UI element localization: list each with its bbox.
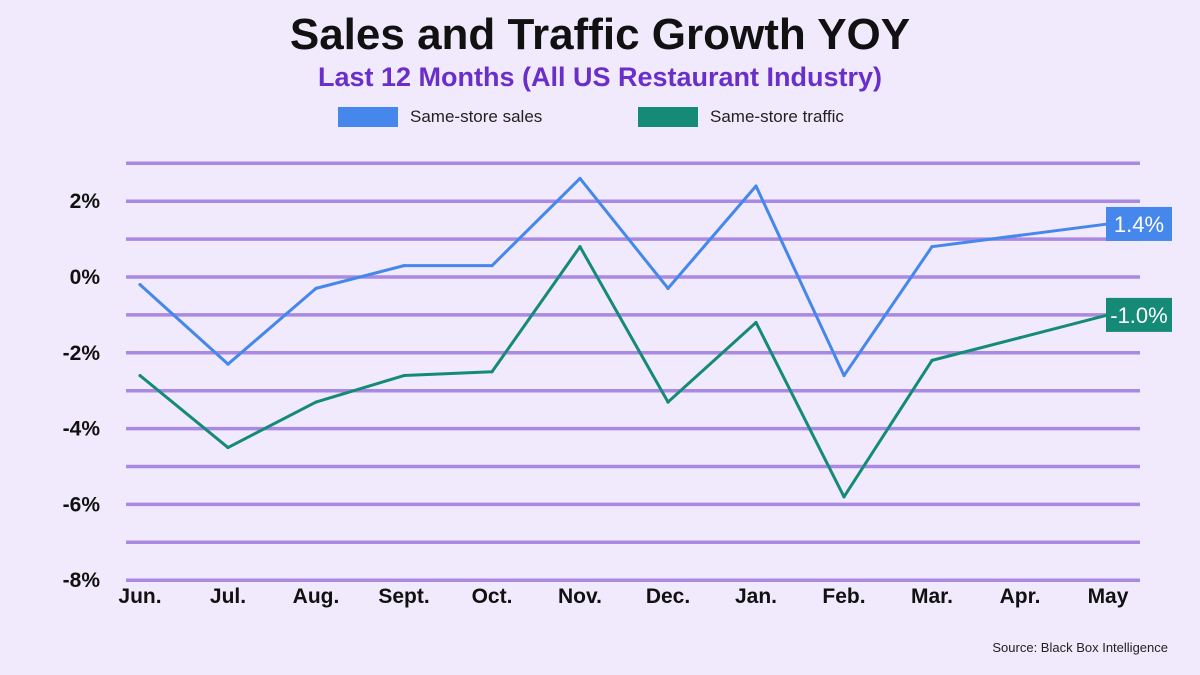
source-note: Source: Black Box Intelligence <box>992 640 1168 655</box>
legend-swatch-traffic <box>638 107 698 127</box>
y-tick-label: -2% <box>63 342 101 365</box>
x-tick-label: Jun. <box>118 585 161 608</box>
data-point-sales <box>754 184 758 188</box>
chart-subtitle: Last 12 Months (All US Restaurant Indust… <box>317 62 883 92</box>
y-tick-label: -8% <box>63 569 101 592</box>
data-point-traffic <box>1018 336 1022 340</box>
data-point-traffic <box>842 495 846 499</box>
data-point-traffic <box>578 245 582 249</box>
series-line-sales <box>138 176 1109 378</box>
data-point-traffic <box>402 373 406 378</box>
chart-title: Sales and Traffic Growth YOY <box>289 10 911 59</box>
legend-item-sales: Same-store sales <box>338 106 542 128</box>
x-tick-label: Dec. <box>646 585 690 608</box>
end-label-box-sales <box>1106 206 1172 241</box>
y-tick-label: 2% <box>70 190 101 213</box>
data-point-sales <box>138 282 142 287</box>
x-tick-label: Mar. <box>911 585 953 608</box>
x-tick-label: Aug. <box>293 585 340 608</box>
y-tick-label: -6% <box>63 493 101 516</box>
data-point-traffic <box>490 370 494 374</box>
data-point-sales <box>842 373 846 378</box>
data-point-sales <box>226 362 230 366</box>
legend-label-sales: Same-store sales <box>410 107 543 126</box>
data-point-traffic <box>138 373 142 378</box>
data-point-traffic <box>226 445 230 450</box>
data-point-sales <box>930 245 934 249</box>
legend-swatch-sales <box>338 107 398 127</box>
data-point-traffic <box>754 320 758 325</box>
x-tick-label: Feb. <box>822 585 865 608</box>
y-tick-label: -4% <box>63 418 101 441</box>
data-point-sales <box>490 264 494 268</box>
end-label-sales: 1.4% <box>1114 212 1164 237</box>
data-point-sales <box>1018 233 1022 237</box>
data-point-traffic <box>666 400 670 404</box>
grid-lines <box>126 161 1140 582</box>
legend-item-traffic: Same-store traffic <box>638 106 844 128</box>
x-tick-label: May <box>1088 585 1129 608</box>
y-tick-label: 0% <box>70 266 101 289</box>
x-tick-label: Jan. <box>735 585 777 608</box>
data-point-sales <box>666 286 670 290</box>
end-label-box-traffic <box>1106 297 1172 332</box>
data-point-sales <box>314 286 318 290</box>
data-point-traffic <box>314 400 318 404</box>
x-tick-label: Oct. <box>472 585 513 608</box>
data-point-sales <box>578 176 582 181</box>
x-tick-label: Jul. <box>210 585 246 608</box>
data-point-sales <box>402 264 406 268</box>
x-tick-label: Nov. <box>558 585 602 608</box>
legend-label-traffic: Same-store traffic <box>710 107 844 126</box>
x-tick-label: Apr. <box>1000 585 1041 608</box>
series-line-traffic <box>139 245 1109 499</box>
x-tick-label: Sept. <box>378 585 429 608</box>
data-point-traffic <box>930 358 934 362</box>
end-label-traffic: -1.0% <box>1110 303 1167 328</box>
